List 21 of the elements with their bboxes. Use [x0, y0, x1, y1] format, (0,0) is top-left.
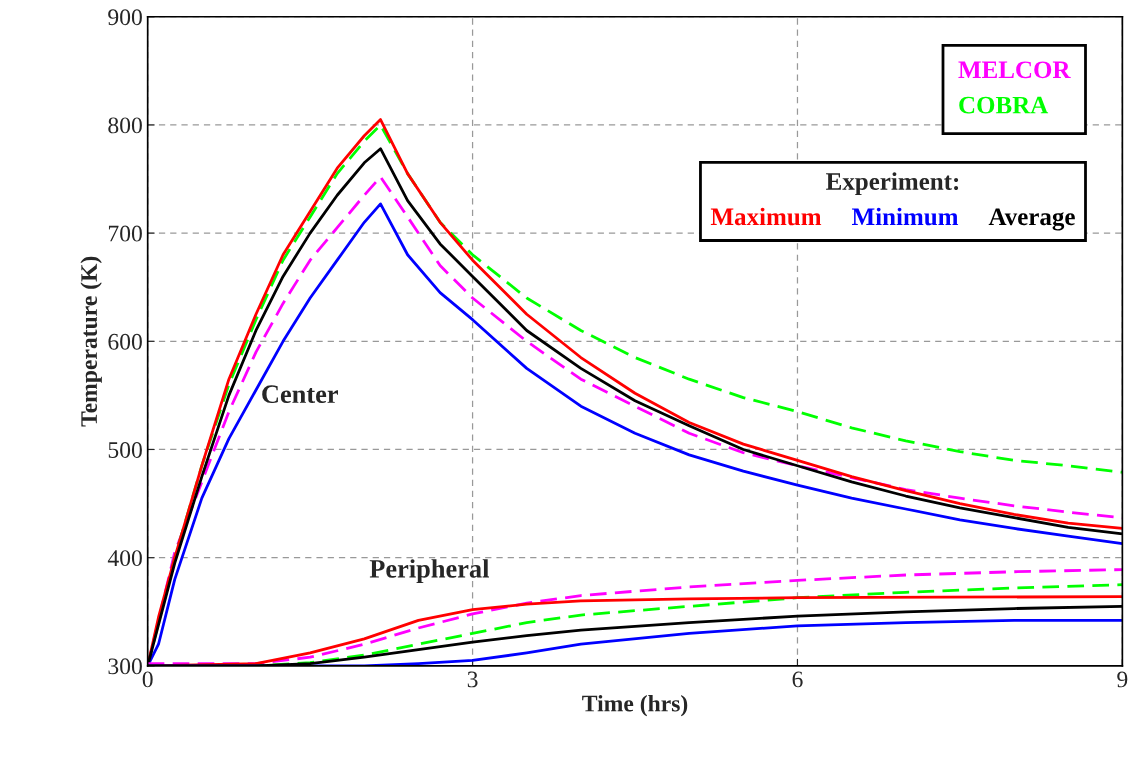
text: MELCOR	[958, 61, 1071, 79]
y-tick-label: 700	[108, 225, 142, 242]
y-tick-label: 300	[108, 658, 142, 675]
y-tick-label: 800	[108, 117, 142, 134]
text: Maximum	[710, 207, 822, 226]
y-tick-label: 400	[107, 550, 142, 567]
y-tick-label: 500	[108, 441, 142, 458]
text: COBRA	[959, 96, 1049, 114]
annotation: Peripheral	[369, 559, 489, 584]
x-axis-title: Time (hrs)	[582, 694, 688, 717]
y-tick-label: 600	[108, 333, 142, 350]
x-tick-label: 0	[142, 671, 153, 688]
y-tick-label: 900	[108, 9, 142, 26]
text: Average	[988, 208, 1075, 231]
text: Minimum	[851, 207, 959, 226]
x-tick-label: 3	[467, 671, 478, 688]
x-tick-label: 9	[1117, 671, 1128, 688]
annotation: Center	[262, 385, 338, 404]
x-tick-label: 6	[792, 671, 803, 688]
legend-title: Experiment:	[826, 172, 959, 195]
y-axis-title: Temperature (K)	[80, 256, 102, 427]
